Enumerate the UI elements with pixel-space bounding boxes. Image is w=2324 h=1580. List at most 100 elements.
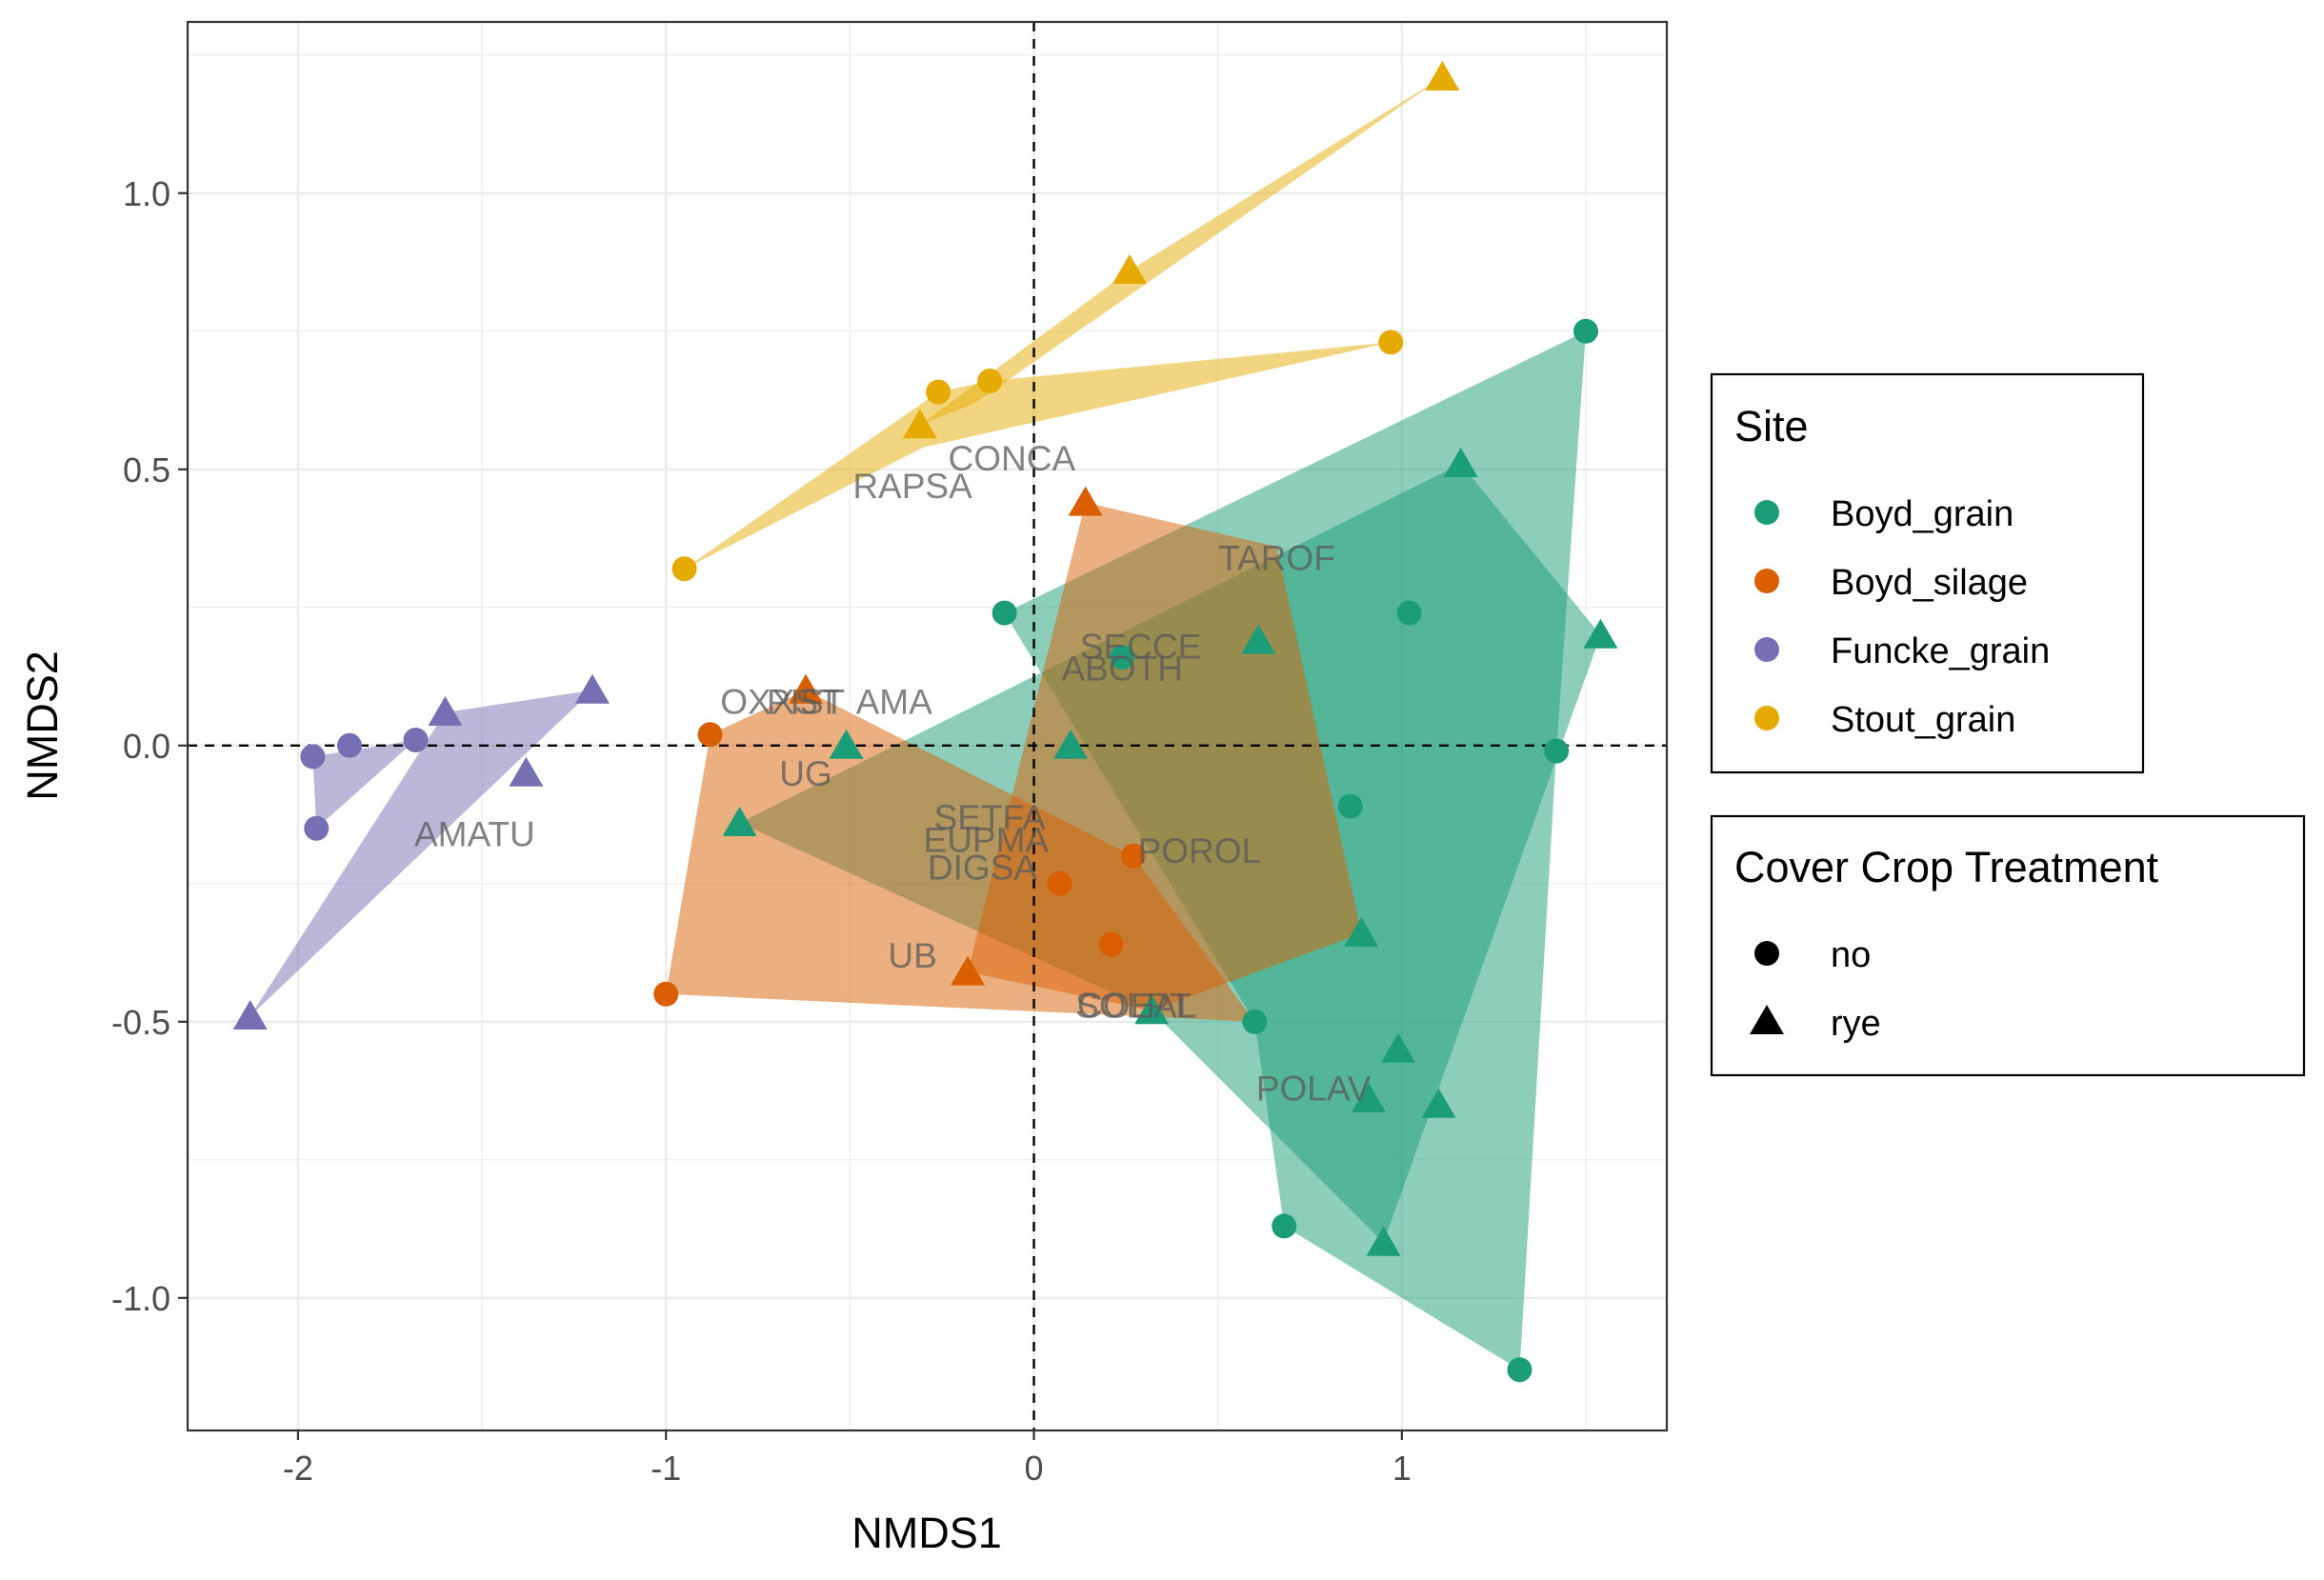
legend-swatch-boyd-silage — [1754, 569, 1779, 593]
y-tick-label: 0.0 — [123, 727, 170, 766]
hull-stout-grain-no — [684, 342, 1392, 570]
point-boyd-grain-no — [1544, 738, 1570, 764]
point-funcke-grain-no — [403, 728, 429, 752]
legend-swatch-stout-grain — [1754, 706, 1779, 730]
y-tick-label: 1.0 — [123, 174, 170, 213]
point-funcke-grain-no — [336, 732, 362, 758]
species-label-conca: CONCA — [949, 439, 1076, 478]
point-funcke-grain-rye — [509, 756, 544, 787]
legend-label-boyd-grain: Boyd_grain — [1831, 494, 2013, 534]
legend-swatch-funcke-grain — [1754, 637, 1779, 662]
point-boyd-silage-rye — [1068, 486, 1103, 516]
point-boyd-silage-no — [1098, 931, 1124, 957]
y-tick-label: -1.0 — [111, 1279, 170, 1318]
point-boyd-silage-no — [697, 722, 723, 748]
legend-cover-crop: Cover Crop Treatment no rye — [1710, 814, 2306, 1077]
species-label-digsa: DIGSA — [928, 848, 1037, 887]
point-funcke-grain-no — [304, 815, 330, 841]
data-points — [232, 61, 1618, 1383]
point-funcke-grain-no — [300, 744, 326, 770]
legend-swatch-no — [1754, 941, 1779, 966]
legend-label-stout-grain: Stout_grain — [1831, 700, 2015, 740]
species-label-rapsa: RAPSA — [852, 467, 972, 506]
plot-border — [186, 20, 1669, 1432]
legend-site-box — [1710, 372, 2145, 774]
species-label-polav: POLAV — [1256, 1069, 1372, 1108]
point-boyd-grain-rye — [1421, 1088, 1456, 1118]
species-label-pist: PIST — [767, 682, 845, 721]
point-boyd-grain-rye — [722, 807, 757, 836]
species-label-coeal: COEAL — [1077, 986, 1196, 1025]
point-boyd-grain-no — [1396, 600, 1422, 626]
point-stout-grain-rye — [1425, 61, 1460, 90]
species-label-ama: AMA — [856, 682, 933, 721]
y-axis-title: NMDS2 — [18, 650, 67, 801]
x-tick-label: -1 — [651, 1449, 681, 1488]
point-stout-grain-rye — [1112, 254, 1147, 284]
point-stout-grain-no — [1378, 330, 1404, 355]
species-label-tarof: TAROF — [1218, 539, 1335, 578]
y-tick-label: 0.5 — [123, 450, 170, 490]
point-funcke-grain-rye — [574, 673, 610, 704]
y-axis-ticks: -1.0 -0.5 0.0 0.5 1.0 — [111, 174, 188, 1318]
legend-label-rye: rye — [1831, 1004, 1881, 1044]
point-funcke-grain-rye — [232, 1000, 268, 1030]
point-boyd-silage-rye — [950, 955, 985, 986]
point-boyd-grain-no — [1110, 645, 1135, 670]
legend-site: Site Boyd_grain Boyd_silage Funcke_grain… — [1710, 372, 2145, 774]
x-axis-title: NMDS1 — [851, 1509, 1002, 1557]
point-boyd-silage-no — [653, 981, 679, 1007]
point-boyd-grain-rye — [1380, 1032, 1415, 1063]
x-tick-label: 0 — [1025, 1449, 1044, 1488]
point-stout-grain-no — [977, 369, 1003, 393]
point-stout-grain-no — [926, 379, 952, 405]
point-boyd-grain-rye — [1583, 618, 1618, 649]
hull-funcke-grain-rye — [250, 690, 592, 1016]
x-tick-label: -2 — [283, 1449, 313, 1488]
hull-stout-grain-rye — [919, 77, 1443, 426]
point-boyd-grain-rye — [1241, 624, 1276, 654]
species-label-oxxst: OXXST — [720, 682, 839, 721]
point-stout-grain-no — [671, 556, 697, 582]
point-boyd-grain-rye — [1366, 1226, 1401, 1256]
hull-funcke-grain-no — [312, 740, 416, 829]
point-boyd-silage-rye — [789, 673, 824, 704]
legend-label-boyd-silage: Boyd_silage — [1831, 563, 2028, 603]
legend-swatch-rye — [1750, 1005, 1784, 1034]
point-boyd-grain-rye — [829, 729, 864, 759]
point-boyd-grain-no — [1337, 793, 1363, 819]
point-boyd-grain-rye — [1443, 448, 1478, 477]
legend-label-no: no — [1831, 935, 1871, 975]
legend-label-funcke-grain: Funcke_grain — [1831, 631, 2050, 671]
species-label-eupma: EUPMA — [924, 820, 1050, 859]
point-boyd-grain-rye — [1053, 729, 1089, 759]
point-boyd-silage-no — [1047, 870, 1072, 896]
point-boyd-grain-rye — [1134, 994, 1170, 1025]
species-label-ug: UG — [779, 754, 832, 793]
x-tick-label: 1 — [1392, 1449, 1412, 1488]
species-label-porol: POROL — [1138, 831, 1262, 870]
y-tick-label: -0.5 — [111, 1003, 170, 1042]
species-label-solpt: SOLPT — [1075, 986, 1191, 1025]
point-boyd-grain-no — [1242, 1009, 1268, 1034]
point-boyd-grain-no — [992, 600, 1017, 626]
point-boyd-grain-no — [1573, 318, 1599, 344]
species-label-secce: SECCE — [1080, 627, 1201, 666]
species-label-aboth: ABOTH — [1062, 650, 1183, 689]
legend-site-title: Site — [1734, 402, 1809, 450]
x-axis-ticks: -2 -1 0 1 — [283, 1430, 1412, 1488]
reference-lines — [188, 22, 1667, 1430]
point-boyd-silage-no — [1120, 843, 1146, 869]
point-funcke-grain-rye — [428, 696, 463, 726]
species-label-setfa: SETFA — [934, 798, 1047, 837]
point-boyd-grain-rye — [1344, 917, 1379, 947]
point-boyd-grain-no — [1507, 1357, 1533, 1383]
species-label-ub: UB — [888, 936, 936, 975]
point-boyd-grain-no — [1272, 1213, 1297, 1239]
point-boyd-grain-rye — [1352, 1083, 1387, 1112]
legend-cover-crop-title: Cover Crop Treatment — [1734, 843, 2159, 891]
legend-swatch-boyd-grain — [1754, 500, 1779, 525]
legend-cover-crop-box — [1710, 814, 2306, 1077]
